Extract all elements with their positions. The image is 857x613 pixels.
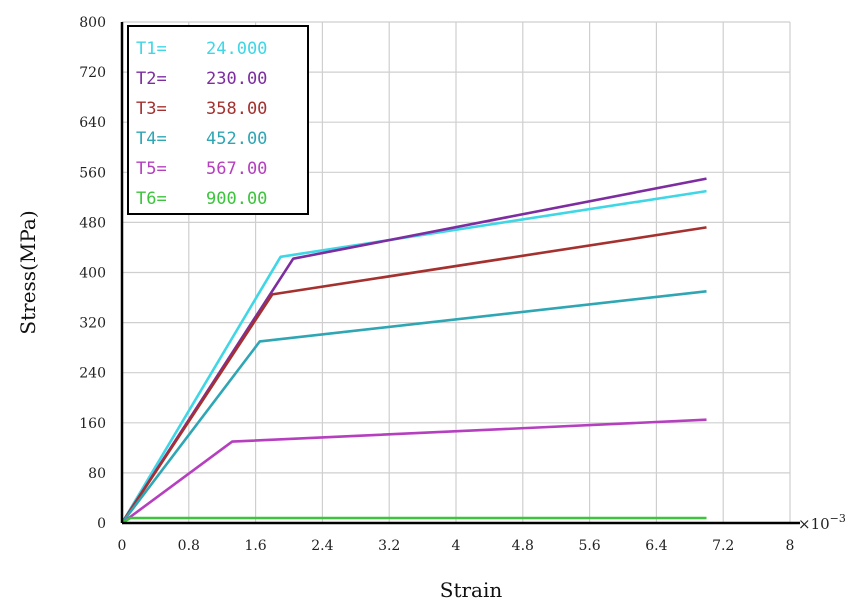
x-multiplier-base: ×10 [798, 515, 830, 533]
legend-name-4: T4= [136, 129, 167, 149]
x-tick-label-9: 7.2 [712, 538, 734, 554]
y-tick-label-4: 320 [79, 316, 106, 332]
legend-name-5: T5= [136, 159, 167, 179]
x-axis-multiplier: ×10−3 [798, 512, 846, 533]
legend-box [127, 25, 309, 215]
legend-name-6: T6= [136, 189, 167, 209]
legend-name-3: T3= [136, 99, 167, 119]
y-axis-title: Stress(MPa) [16, 210, 40, 334]
x-tick-label-5: 4 [452, 538, 461, 554]
x-multiplier-exponent: −3 [830, 512, 846, 525]
x-tick-label-3: 2.4 [311, 538, 333, 554]
x-tick-label-4: 3.2 [378, 538, 400, 554]
y-tick-label-10: 800 [79, 15, 106, 31]
y-tick-label-8: 640 [79, 115, 106, 131]
series-line-3 [120, 226, 707, 524]
y-tick-label-9: 720 [79, 65, 106, 81]
x-tick-label-2: 1.6 [244, 538, 266, 554]
y-tick-label-6: 480 [79, 215, 106, 231]
y-tick-label-5: 400 [79, 266, 106, 282]
series-line-5 [121, 418, 707, 525]
series-lines [120, 177, 707, 525]
legend-value-2: 230.00 [206, 69, 267, 89]
legend-value-1: 24.000 [206, 39, 267, 59]
legend-name-1: T1= [136, 39, 167, 59]
x-tick-label-10: 8 [786, 538, 795, 554]
x-tick-label-6: 4.8 [512, 538, 534, 554]
legend: T1= 24.000 T2= 230.00 T3= 358.00 T4= 452.00 T5= 5… [127, 25, 309, 215]
series-line-6 [121, 516, 707, 525]
axes [120, 22, 800, 525]
y-tick-label-7: 560 [79, 165, 106, 181]
y-tick-label-1: 80 [88, 466, 106, 482]
x-tick-label-7: 5.6 [578, 538, 600, 554]
legend-value-6: 900.00 [206, 189, 267, 209]
legend-value-3: 358.00 [206, 99, 267, 119]
legend-value-4: 452.00 [206, 129, 267, 149]
x-tick-label-8: 6.4 [645, 538, 667, 554]
legend-value-5: 567.00 [206, 159, 267, 179]
series-line-4 [120, 290, 707, 524]
legend-name-2: T2= [136, 69, 167, 89]
tick-labels: 0 0.8 1.6 2.4 3.2 4 4.8 5.6 6.4 7.2 80801602403204… [79, 15, 794, 554]
y-tick-label-2: 160 [79, 416, 106, 432]
series-line-2 [120, 177, 707, 524]
x-tick-label-0: 0 [118, 538, 127, 554]
x-axis-title: Strain [440, 578, 503, 602]
series-line-1 [120, 189, 707, 524]
y-tick-label-0: 0 [97, 516, 106, 532]
y-tick-label-3: 240 [79, 366, 106, 382]
x-tick-label-1: 0.8 [178, 538, 200, 554]
